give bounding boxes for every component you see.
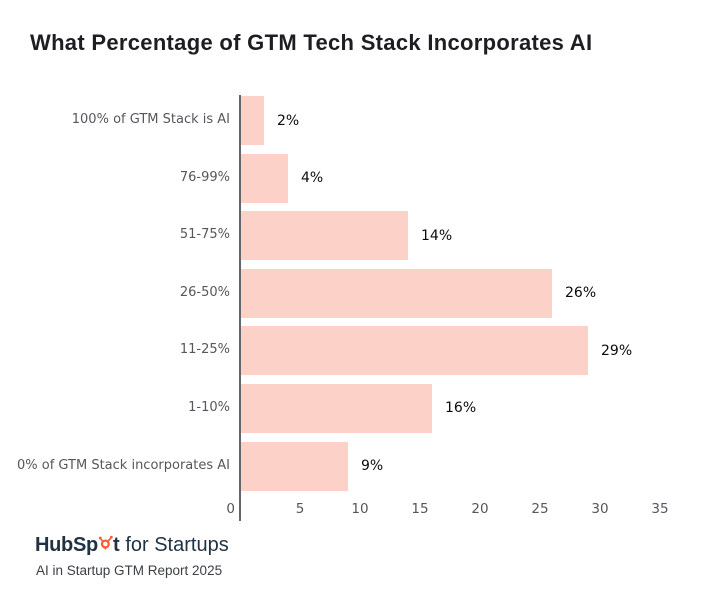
bar-row: 51-75% 14%: [0, 211, 709, 261]
bar-row: 0% of GTM Stack incorporates AI 9%: [0, 441, 709, 491]
value-label: 14%: [421, 227, 453, 244]
category-label: 1-10%: [188, 400, 230, 416]
value-label: 4%: [301, 170, 324, 187]
bar-track: 14%: [240, 211, 709, 261]
bar-row: 26-50% 26%: [0, 268, 709, 318]
bar-row: 76-99% 4%: [0, 153, 709, 203]
category-label: 26-50%: [179, 284, 230, 300]
hubspot-for-startups-logo: HubSp t for Startups: [35, 534, 229, 557]
bar: [240, 383, 432, 433]
x-tick-label: 5: [295, 501, 305, 517]
x-tick-label: 35: [651, 501, 669, 517]
bar-row: 11-25% 29%: [0, 326, 709, 376]
chart-title: What Percentage of GTM Tech Stack Incorp…: [30, 30, 593, 55]
category-label: 51-75%: [179, 227, 230, 243]
x-tick-label: 15: [411, 501, 429, 517]
category-label: 76-99%: [179, 169, 230, 185]
y-axis-line: [239, 95, 241, 521]
bar-row: 100% of GTM Stack is AI 2%: [0, 96, 709, 145]
bar-track: 4%: [240, 153, 709, 203]
bar-track: 16%: [240, 383, 709, 433]
bar-track: 9%: [240, 441, 709, 491]
logo-text-for-startups: for Startups: [125, 534, 229, 556]
logo-text-hubsp: HubSp: [35, 534, 98, 556]
bar: [240, 211, 408, 261]
bar-track: 26%: [240, 268, 709, 318]
x-tick-label: 25: [531, 501, 549, 517]
value-label: 26%: [565, 285, 597, 302]
x-tick-label: 30: [591, 501, 609, 517]
hubspot-sprocket-icon: [98, 533, 114, 556]
x-tick-label: 0: [226, 501, 235, 517]
bar-track: 29%: [240, 326, 709, 376]
category-label: 11-25%: [179, 342, 230, 358]
bar: [240, 268, 552, 318]
value-label: 29%: [601, 342, 633, 359]
x-axis-ticks: 0 5 10 15 20 25 30 35: [226, 501, 700, 519]
bar-chart-rows: 100% of GTM Stack is AI 2% 76-99% 4% 51-75% 1…: [0, 96, 709, 491]
value-label: 2%: [277, 112, 300, 129]
bar: [240, 326, 588, 376]
value-label: 16%: [445, 400, 477, 417]
category-label: 100% of GTM Stack is AI: [71, 112, 230, 128]
x-tick-label: 10: [351, 501, 369, 517]
category-label: 0% of GTM Stack incorporates AI: [17, 457, 230, 473]
bar-chart: 100% of GTM Stack is AI 2% 76-99% 4% 51-75% 1…: [0, 96, 709, 499]
bar: [240, 441, 348, 491]
bar-track: 2%: [240, 96, 709, 145]
report-subtitle: AI in Startup GTM Report 2025: [36, 563, 223, 578]
bar: [240, 153, 288, 203]
x-tick-label: 20: [471, 501, 489, 517]
bar: [240, 96, 264, 145]
bar-row: 1-10% 16%: [0, 383, 709, 433]
logo-text-t: t: [112, 534, 120, 556]
value-label: 9%: [361, 458, 384, 475]
